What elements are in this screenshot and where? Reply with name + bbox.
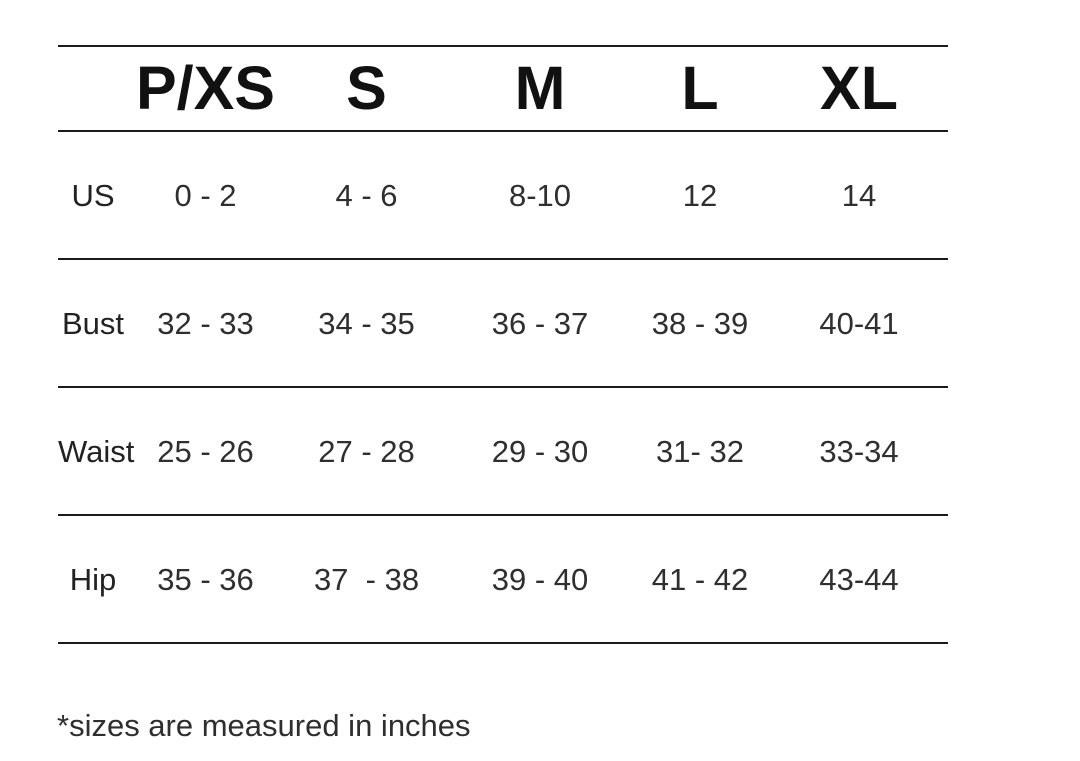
cell-waist-m: 29 - 30 — [491, 433, 589, 469]
row-label-bust: Bust — [61, 305, 125, 341]
cell-bust-s: 34 - 35 — [318, 305, 415, 341]
cell-bust-l: 38 - 39 — [651, 305, 749, 341]
cell-waist-s: 27 - 28 — [318, 433, 415, 469]
cell-us-xl: 14 — [841, 177, 877, 213]
header-row: P/XS S M L XL — [58, 47, 948, 132]
cell-us-l: 12 — [682, 177, 718, 213]
cell-us-pxs: 0 - 2 — [174, 177, 237, 213]
cell-bust-pxs: 32 - 33 — [157, 305, 254, 341]
table-row-us: US 0 - 2 4 - 6 8-10 12 14 — [58, 132, 948, 260]
cell-us-s: 4 - 6 — [335, 177, 398, 213]
cell-hip-s: 37 - 38 — [313, 561, 420, 597]
cell-waist-pxs: 25 - 26 — [157, 433, 254, 469]
table-row-waist: Waist 25 - 26 27 - 28 29 - 30 31- 32 33-… — [58, 388, 948, 516]
cell-hip-l: 41 - 42 — [651, 561, 749, 597]
column-header-xl: XL — [820, 54, 898, 122]
cell-waist-xl: 33-34 — [819, 433, 899, 469]
size-chart-table: P/XS S M L XL US 0 - 2 4 - 6 8-10 12 14 … — [58, 45, 948, 644]
cell-us-m: 8-10 — [508, 177, 572, 213]
cell-waist-l: 31- 32 — [656, 433, 744, 469]
table-row-hip: Hip 35 - 36 37 - 38 39 - 40 41 - 42 43-4… — [58, 516, 948, 644]
column-header-pxs: P/XS — [135, 54, 275, 122]
footnote: *sizes are measured in inches — [57, 708, 471, 743]
table-row-bust: Bust 32 - 33 34 - 35 36 - 37 38 - 39 40-… — [58, 260, 948, 388]
column-header-m: M — [514, 54, 566, 122]
cell-hip-xl: 43-44 — [819, 561, 899, 597]
cell-hip-pxs: 35 - 36 — [157, 561, 254, 597]
row-label-us: US — [71, 177, 115, 213]
column-header-s: S — [346, 54, 387, 122]
row-label-waist: Waist — [58, 433, 135, 469]
row-label-hip: Hip — [69, 561, 117, 597]
cell-bust-xl: 40-41 — [819, 305, 899, 341]
cell-hip-m: 39 - 40 — [491, 561, 589, 597]
cell-bust-m: 36 - 37 — [491, 305, 589, 341]
column-header-l: L — [681, 54, 719, 122]
